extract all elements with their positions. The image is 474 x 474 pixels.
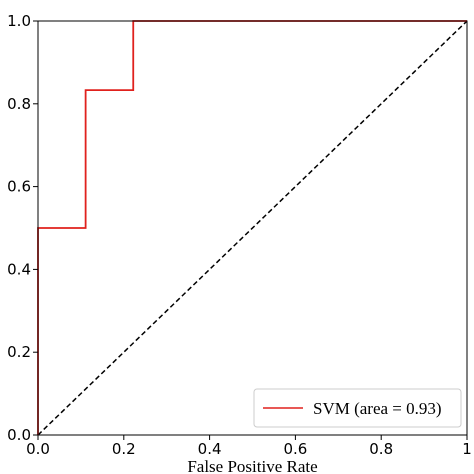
x-axis-ticks: 0.0 0.2 0.4 0.6 0.8 1 bbox=[26, 435, 472, 458]
chance-diagonal-line bbox=[37, 20, 468, 436]
x-tick-label: 0.4 bbox=[198, 440, 222, 458]
legend-box bbox=[253, 388, 462, 428]
y-tick-label: 0.2 bbox=[7, 343, 31, 361]
plot-frame bbox=[37, 20, 468, 436]
x-axis-title: False Positive Rate bbox=[187, 457, 317, 474]
y-tick-label: 1.0 bbox=[7, 12, 31, 30]
legend: SVM (area = 0.93) bbox=[253, 388, 462, 428]
x-tick-label: 0.8 bbox=[369, 440, 393, 458]
legend-label-svm: SVM (area = 0.93) bbox=[313, 399, 442, 418]
x-tick-label: 0.2 bbox=[112, 440, 136, 458]
y-tick-label: 0.8 bbox=[7, 95, 31, 113]
x-tick-label: 1 bbox=[462, 440, 472, 458]
x-tick-label: 0.0 bbox=[26, 440, 50, 458]
x-tick-label: 0.6 bbox=[283, 440, 307, 458]
plot-lines bbox=[37, 20, 468, 436]
y-tick-label: 0.4 bbox=[7, 260, 31, 278]
y-tick-label: 0.6 bbox=[7, 178, 31, 196]
y-axis-ticks: 0.0 0.2 0.4 0.6 0.8 1.0 bbox=[7, 12, 38, 444]
y-tick-label: 0.0 bbox=[7, 426, 31, 444]
